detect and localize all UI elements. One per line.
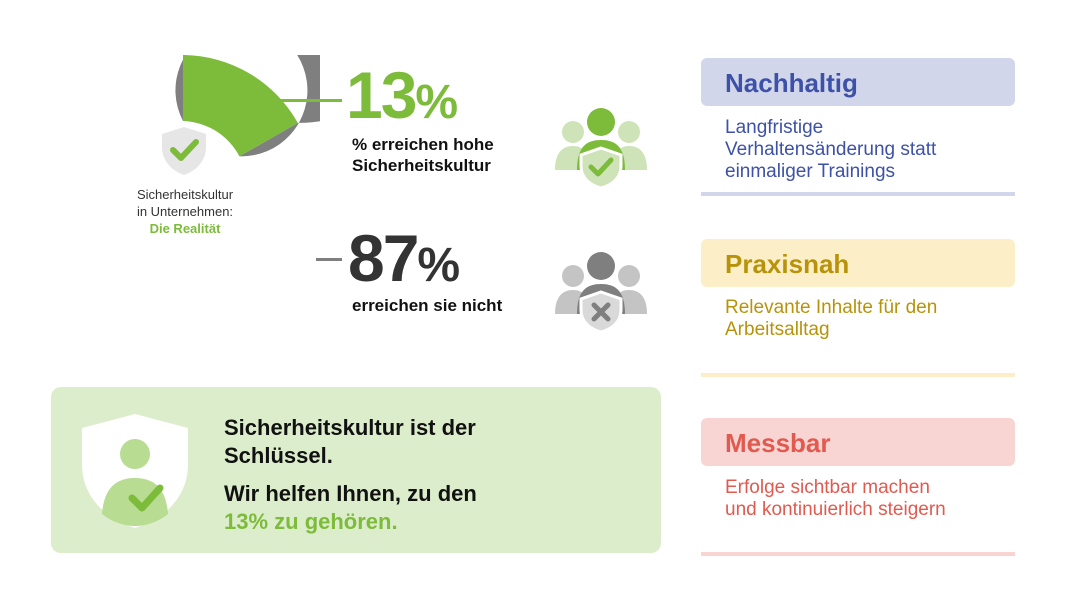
donut-center-highlight: Die Realität [149,221,221,236]
card-nachhaltig-body: Langfristige Verhaltensänderung statt ei… [725,117,1015,183]
stat-low-unit: % [417,239,461,292]
card-messbar-line2: und kontinuierlich steigern [725,499,946,520]
card-nachhaltig-header: Nachhaltig [701,58,1015,106]
stat-high-number: 13 [346,58,417,132]
card-messbar-body: Erfolge sichtbar machen und kontinuierli… [725,477,1015,521]
stat-low-number: 87 [348,221,419,295]
donut-segment-achieved [183,55,298,157]
banner-line3: Wir helfen Ihnen, zu den [224,481,477,506]
card-messbar-line1: Erfolge sichtbar machen [725,477,930,498]
card-nachhaltig-underline [701,192,1015,196]
card-nachhaltig-line2: Verhaltensänderung statt [725,139,937,160]
banner-line4: 13% zu gehören. [224,509,398,534]
stat-high-label-line2: Sicherheitskultur [352,156,491,175]
donut-chart [162,55,320,175]
donut-center-line1: Sicherheitskultur [136,187,234,202]
card-praxisnah-underline [701,373,1015,377]
donut-center-line2: in Unternehmen: [136,204,234,219]
card-nachhaltig-title: Nachhaltig [725,68,858,98]
leader-line-low [316,258,342,261]
donut-segment-not-achieved [175,55,320,157]
shield-check-icon [162,127,206,175]
card-messbar-title: Messbar [725,428,831,458]
card-praxisnah-body: Relevante Inhalte für den Arbeitsalltag [725,297,1015,341]
card-praxisnah-line2: Arbeitsalltag [725,319,830,340]
card-praxisnah-line1: Relevante Inhalte für den [725,297,938,318]
stat-high-label: % erreichen hohe Sicherheitskultur [352,134,494,176]
banner-line2: Schlüssel. [224,443,333,468]
card-messbar-header: Messbar [701,418,1015,466]
leader-line-high [275,99,342,102]
stat-low-value: 87% [348,225,460,299]
card-praxisnah-title: Praxisnah [725,249,850,279]
card-praxisnah-header: Praxisnah [701,239,1015,287]
team-check-icon [555,108,647,188]
card-nachhaltig-line3: einmaliger Trainings [725,161,896,182]
card-nachhaltig-line1: Langfristige [725,117,824,138]
stat-high-label-line1: % erreichen hohe [352,135,494,154]
banner-text: Sicherheitskultur ist der Schlüssel. Wir… [224,414,644,536]
stat-high-value: 13% [346,62,458,136]
donut-center-label: Sicherheitskultur in Unternehmen: Die Re… [110,186,260,237]
stat-high-unit: % [415,76,459,129]
card-messbar-underline [701,552,1015,556]
stat-low-label: erreichen sie nicht [352,296,503,315]
banner-line1: Sicherheitskultur ist der [224,415,476,440]
shield-user-check-icon [82,414,188,528]
team-cross-icon [555,252,647,332]
